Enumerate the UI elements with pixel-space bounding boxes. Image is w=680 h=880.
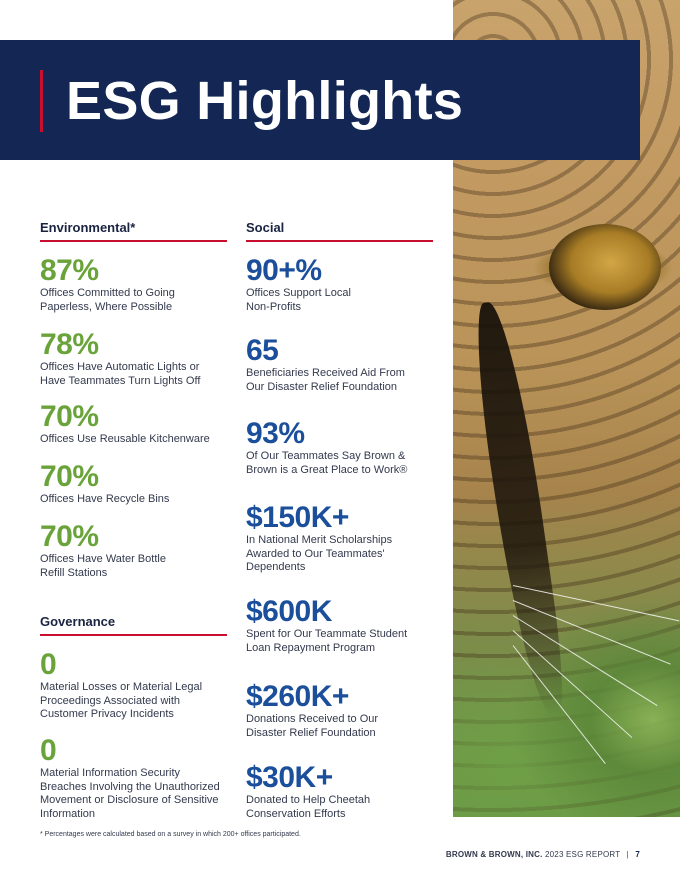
env-stat-water-bottle: 70% Offices Have Water Bottle Refill Sta… [40,522,240,580]
social-stat-scholarships: $150K+ In National Merit Scholarships Aw… [246,503,446,575]
social-divider [246,240,433,242]
stat-value: 70% [40,460,99,493]
gov-stat-security: 0 Material Information Security Breaches… [40,736,240,821]
environmental-heading: Environmental* [40,220,136,235]
stat-label: Of Our Teammates Say Brown & Brown is a … [246,450,408,476]
environmental-divider [40,240,227,242]
footer-company: BROWN & BROWN, INC. [445,850,543,859]
stat-value: $260K+ [246,680,349,713]
stat-label: Offices Have Automatic Lights or Have Te… [40,361,201,387]
tear-mark-stripe [467,298,571,722]
stat-value: $150K+ [246,501,349,534]
stat-value: 70% [40,520,99,553]
social-stat-loan-repayment: $600K Spent for Our Teammate Student Loa… [246,597,446,655]
gov-stat-privacy: 0 Material Losses or Material Legal Proc… [40,650,240,722]
social-heading: Social [246,220,285,235]
social-stat-disaster-relief: $260K+ Donations Received to Our Disaste… [246,682,446,740]
footnote: * Percentages were calculated based on a… [40,831,301,838]
stat-value: 93% [246,417,305,450]
stat-value: 0 [40,734,57,767]
stat-value: 70% [40,400,99,433]
footer-separator: | [626,850,629,859]
stat-label: Offices Have Water Bottle Refill Station… [40,553,166,579]
stat-label: Offices Committed to Going Paperless, Wh… [40,287,175,313]
social-stat-nonprofits: 90+% Offices Support Local Non-Profits [246,256,446,314]
stat-label: Donated to Help Cheetah Conservation Eff… [246,794,371,820]
page-title: ESG Highlights [66,71,464,131]
stat-label: In National Merit Scholarships Awarded t… [246,534,393,573]
title-accent-bar [40,70,43,132]
social-stat-beneficiaries: 65 Beneficiaries Received Aid From Our D… [246,336,446,394]
page-footer: BROWN & BROWN, INC. 2023 ESG REPORT | 7 [446,850,640,859]
stat-label: Offices Use Reusable Kitchenware [40,433,210,445]
stat-value: 87% [40,254,99,287]
governance-divider [40,634,227,636]
stat-label: Spent for Our Teammate Student Loan Repa… [246,628,408,654]
stat-value: 78% [40,328,99,361]
stat-label: Donations Received to Our Disaster Relie… [246,713,379,739]
stat-label: Material Losses or Material Legal Procee… [40,681,203,720]
stat-value: 0 [40,648,57,681]
env-stat-kitchenware: 70% Offices Use Reusable Kitchenware [40,402,240,447]
stat-value: 90+% [246,254,322,287]
stat-label: Offices Have Recycle Bins [40,493,170,505]
stat-value: 65 [246,334,279,367]
env-stat-recycle: 70% Offices Have Recycle Bins [40,462,240,507]
stat-value: $600K [246,595,332,628]
page-number: 7 [635,850,640,859]
social-stat-cheetah-conservation: $30K+ Donated to Help Cheetah Conservati… [246,763,446,821]
env-stat-lights: 78% Offices Have Automatic Lights or Hav… [40,330,240,388]
stat-label: Offices Support Local Non-Profits [246,287,351,313]
footer-report: 2023 ESG REPORT [545,850,621,859]
env-stat-paperless: 87% Offices Committed to Going Paperless… [40,256,240,314]
governance-heading: Governance [40,614,116,629]
title-banner: ESG Highlights [0,40,640,160]
cheetah-eye [549,224,661,310]
stat-label: Beneficiaries Received Aid From Our Disa… [246,367,405,393]
stat-label: Material Information Security Breaches I… [40,767,220,820]
social-stat-great-place: 93% Of Our Teammates Say Brown & Brown i… [246,419,446,477]
stat-value: $30K+ [246,761,333,794]
